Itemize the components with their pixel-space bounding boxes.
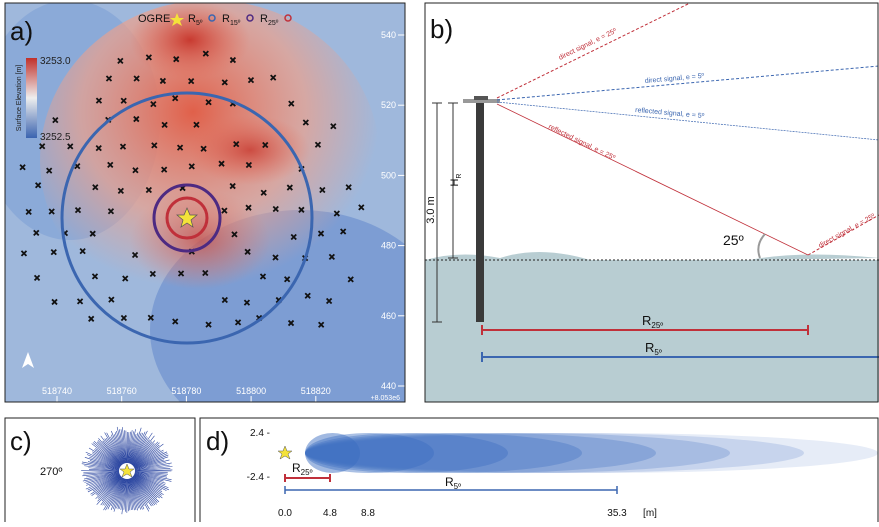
y-tick-label: 520 xyxy=(381,100,396,110)
height-label: 3.0 m xyxy=(425,196,437,224)
ray-direct-5 xyxy=(497,66,879,100)
x-tick-label: 518820 xyxy=(301,386,331,396)
y-tick-label: 540 xyxy=(381,30,396,40)
panel-label: c) xyxy=(10,426,32,456)
ray-reflected-5 xyxy=(497,102,879,140)
y-tick: 2.4 - xyxy=(250,428,270,439)
colorbar-min: 3252.5 xyxy=(40,132,71,143)
label-reflected-25: reflected signal, e = 25º xyxy=(547,124,616,163)
angle-arc xyxy=(758,234,765,258)
colorbar-max: 3253.0 xyxy=(40,56,71,67)
label-direct-5: direct signal, e = 5º xyxy=(645,73,705,85)
x-tick-label: 518780 xyxy=(171,386,201,396)
panel-c: 270º c) xyxy=(10,426,173,514)
hr-label: HR xyxy=(449,173,463,186)
y-tick-label: 500 xyxy=(381,170,396,180)
x-tick-label: 518800 xyxy=(236,386,266,396)
x-tick: 35.3 xyxy=(607,508,627,519)
y-tick: -2.4 - xyxy=(247,472,270,483)
label-direct-25-right: direct signal, e = 25º xyxy=(818,213,877,250)
r5-label: R5º xyxy=(445,475,461,491)
legend-ogre: OGRE xyxy=(138,13,170,25)
map-high xyxy=(130,0,250,80)
antenna-top xyxy=(474,96,488,100)
x-tick: 8.8 xyxy=(361,508,375,519)
panel-label: a) xyxy=(10,16,33,46)
colorbar-title: Surface Elevation [m] xyxy=(16,65,23,132)
y-tick-label: 460 xyxy=(381,311,396,321)
y-tick-label: 480 xyxy=(381,241,396,251)
panel-label: d) xyxy=(206,426,229,456)
ray-reflected-25 xyxy=(497,104,808,255)
x-tick-label: 518740 xyxy=(42,386,72,396)
panel-b: direct signal, e = 25º direct signal, e … xyxy=(425,3,879,402)
label-reflected-5: reflected signal, e = 5º xyxy=(635,107,705,120)
x-tick: 4.8 xyxy=(323,508,337,519)
colorbar xyxy=(26,58,37,138)
surface-mounds xyxy=(425,252,879,260)
label-direct-25: direct signal, e = 25º xyxy=(558,27,618,61)
footprints xyxy=(305,433,878,473)
azimuth-label: 270º xyxy=(40,466,62,478)
x-tick: 0.0 xyxy=(278,508,292,519)
x-offset: +8.053e6 xyxy=(371,395,400,402)
ogre-star xyxy=(278,446,292,459)
y-tick-label: 440 xyxy=(381,381,396,391)
ray-direct-25 xyxy=(497,3,690,98)
x-unit: [m] xyxy=(643,508,657,519)
footprint xyxy=(305,433,360,473)
panel-d: 2.4 - -2.4 - R25º R5º 0.0 4.8 8.8 35.3 [… xyxy=(206,426,878,519)
angle-label: 25º xyxy=(723,232,744,248)
x-tick-label: 518760 xyxy=(107,386,137,396)
panel-label: b) xyxy=(430,14,453,44)
antenna-pole xyxy=(476,100,484,322)
panel-a: 3253.0 3252.5 Surface Elevation [m] a) O… xyxy=(0,0,450,450)
